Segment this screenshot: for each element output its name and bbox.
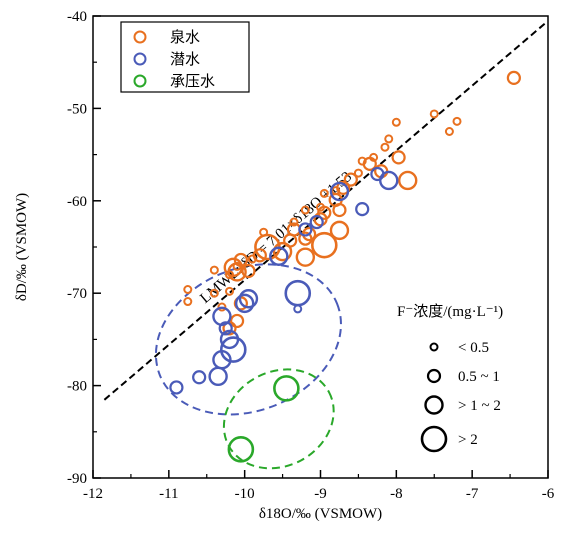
- y-axis: -40 -50 -60 -70 -80 -90: [67, 9, 101, 487]
- data-point: [353, 168, 363, 178]
- data-point: [284, 279, 312, 307]
- data-point: [298, 222, 313, 237]
- data-point: [183, 285, 193, 295]
- data-point: [259, 227, 269, 237]
- x-tick-label: -12: [83, 486, 103, 502]
- series-1: [183, 70, 521, 336]
- size-legend-marker: [424, 395, 444, 415]
- x-tick-label: -6: [542, 486, 555, 502]
- size-legend-label: < 0.5: [458, 340, 489, 356]
- legend-marker: [133, 30, 147, 44]
- data-point: [309, 214, 324, 230]
- legend-label: 潜水: [170, 51, 200, 68]
- size-legend: F⁻浓度/(mg·L⁻¹) < 0.5 0.5 ~ 1 > 1 ~ 2 > 2: [397, 303, 503, 453]
- y-tick-label: -60: [67, 194, 87, 210]
- data-point: [384, 134, 394, 144]
- data-point: [300, 205, 310, 215]
- data-point: [227, 436, 255, 463]
- ellipse-1: [154, 263, 342, 416]
- legend-box: [120, 21, 250, 93]
- data-point: [241, 263, 256, 279]
- data-point: [343, 172, 358, 187]
- data-point: [319, 188, 329, 198]
- data-point: [238, 289, 259, 309]
- data-point: [169, 380, 184, 395]
- data-point: [329, 181, 350, 202]
- data-point: [289, 217, 299, 227]
- data-point: [183, 297, 193, 307]
- size-legend-marker: [429, 342, 439, 352]
- legend-label: 承压水: [170, 73, 215, 90]
- x-axis-title: δ18O/‰ (VSMOW): [259, 506, 382, 522]
- data-point: [329, 220, 350, 241]
- data-point: [429, 109, 439, 119]
- data-point: [295, 247, 316, 267]
- legend-label: 泉水: [170, 29, 200, 46]
- data-point: [357, 156, 367, 166]
- x-tick-label: -11: [159, 486, 178, 502]
- series-3: [227, 375, 300, 463]
- y-tick-label: -90: [67, 471, 87, 487]
- data-point: [379, 170, 399, 191]
- data-point: [209, 288, 219, 298]
- y-tick-label: -50: [67, 101, 87, 117]
- size-legend-marker: [426, 368, 442, 384]
- data-point: [316, 202, 325, 212]
- x-tick-label: -7: [466, 486, 479, 502]
- data-point: [247, 254, 257, 264]
- data-point: [283, 233, 298, 248]
- y-tick-label: -70: [67, 286, 87, 302]
- data-point: [506, 70, 521, 86]
- data-point: [208, 366, 228, 387]
- x-axis: -12 -11 -10 -9 -8 -7 -6: [83, 470, 555, 502]
- data-point: [218, 321, 233, 336]
- size-legend-label: > 2: [458, 432, 478, 448]
- data-point: [192, 370, 207, 385]
- data-point: [380, 142, 390, 152]
- data-point: [272, 241, 293, 262]
- data-point: [452, 116, 462, 126]
- y-axis-title: δD/‰ (VSMOW): [14, 193, 30, 301]
- y-tick-label: -80: [67, 379, 87, 395]
- data-point: [310, 231, 338, 259]
- ellipse-2: [222, 368, 335, 470]
- legend-marker: [133, 52, 147, 66]
- x-tick-label: -10: [235, 486, 255, 502]
- size-legend-title: F⁻浓度/(mg·L⁻¹): [397, 303, 503, 320]
- data-point: [234, 293, 255, 314]
- size-legend-label: > 1 ~ 2: [458, 398, 501, 414]
- x-tick-label: -8: [390, 486, 403, 502]
- data-point: [293, 304, 303, 314]
- data-point: [217, 302, 227, 312]
- data-point: [391, 117, 401, 127]
- data-point: [219, 336, 247, 363]
- data-point: [398, 170, 418, 191]
- series-2: [169, 166, 399, 395]
- data-point: [391, 150, 406, 165]
- data-point: [209, 265, 219, 275]
- data-point: [225, 286, 234, 296]
- data-point: [229, 313, 245, 329]
- data-point: [355, 202, 370, 217]
- data-point: [298, 231, 313, 246]
- data-point: [444, 127, 454, 136]
- data-point: [232, 261, 242, 271]
- y-tick-label: -40: [67, 9, 87, 25]
- data-point: [273, 375, 300, 402]
- size-legend-marker: [420, 425, 448, 453]
- lmwl-line: [103, 22, 547, 401]
- x-tick-label: -9: [314, 486, 327, 502]
- data-point: [269, 246, 289, 266]
- size-legend-label: 0.5 ~ 1: [458, 369, 500, 385]
- legend-marker: [133, 74, 147, 88]
